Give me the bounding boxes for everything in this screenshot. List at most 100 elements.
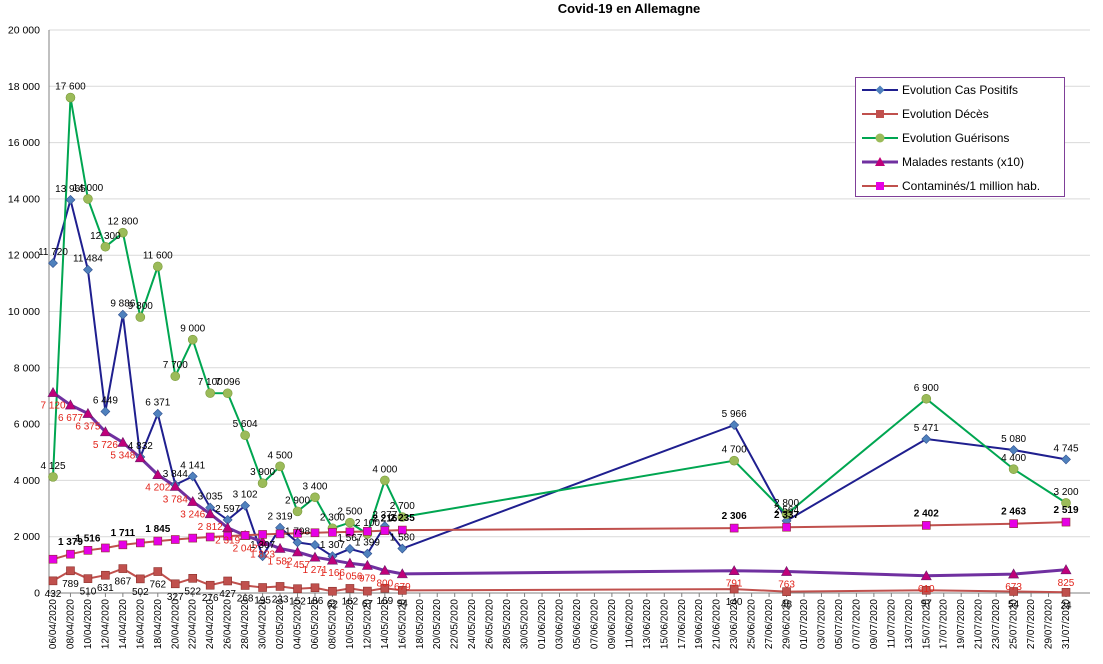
data-label: 5 348: [110, 450, 135, 461]
data-label: 11 720: [38, 247, 68, 258]
data-label: 24: [1060, 600, 1072, 611]
x-tick-label: 09/06/2020: [607, 599, 618, 649]
data-point-marker: [361, 559, 373, 570]
x-tick-label: 24/04/2020: [205, 599, 216, 649]
data-point-marker: [83, 194, 93, 204]
data-label: 1 399: [355, 538, 380, 549]
data-label: 7 120: [40, 401, 65, 412]
data-point-marker: [345, 527, 355, 537]
data-label: 789: [62, 579, 79, 590]
data-point-marker: [310, 583, 320, 593]
data-point-marker: [66, 566, 75, 576]
data-point-marker: [48, 258, 58, 269]
data-label: 2 319: [215, 536, 240, 547]
data-label: 3 035: [198, 492, 223, 503]
data-point-marker: [379, 564, 391, 575]
data-label: 5 080: [1001, 434, 1026, 445]
x-tick-label: 17/06/2020: [677, 599, 688, 649]
legend-swatch: [862, 85, 898, 95]
x-tick-label: 27/06/2020: [764, 599, 775, 649]
data-label: 4 700: [722, 445, 747, 456]
x-tick-label: 26/05/2020: [485, 599, 496, 649]
data-point-marker: [293, 529, 302, 538]
data-label: 3 246: [180, 510, 205, 521]
data-label: 327: [167, 592, 184, 603]
data-point-marker: [782, 522, 791, 532]
data-label: 6 449: [93, 395, 118, 406]
data-label: 825: [1058, 578, 1075, 589]
legend-marker: [876, 110, 884, 118]
data-point-marker: [1008, 464, 1019, 474]
data-label: 62: [327, 599, 339, 610]
data-label: 2 235: [390, 513, 415, 524]
y-tick-label: 20 000: [8, 25, 40, 37]
data-point-marker: [153, 567, 163, 576]
data-point-marker: [83, 574, 93, 583]
data-label: 1 845: [145, 524, 170, 535]
data-label: 9 800: [128, 301, 153, 312]
data-point-marker: [223, 531, 232, 541]
data-label: 4 000: [372, 464, 397, 475]
data-label: 763: [778, 580, 795, 591]
data-point-marker: [397, 543, 408, 554]
data-label: 67: [362, 599, 374, 610]
data-point-marker: [170, 535, 180, 544]
data-label: 268: [237, 593, 254, 604]
data-label: 6 677: [58, 413, 83, 424]
data-point-marker: [275, 529, 285, 539]
data-label: 2 377: [372, 510, 397, 521]
data-point-marker: [117, 309, 128, 320]
x-tick-label: 08/05/2020: [327, 599, 338, 649]
data-point-marker: [729, 455, 739, 466]
data-label: 5 604: [233, 419, 258, 430]
data-label: 427: [219, 589, 236, 600]
data-point-marker: [397, 512, 408, 522]
data-label: 2 463: [1001, 507, 1026, 518]
series-line-4: [52, 391, 1067, 578]
x-tick-label: 30/04/2020: [258, 599, 269, 649]
x-tick-label: 30/05/2020: [520, 599, 531, 649]
data-point-marker: [310, 540, 320, 550]
data-label: 4 202: [145, 483, 170, 494]
data-label: 1 307: [250, 540, 275, 551]
data-point-marker: [99, 426, 111, 437]
x-tick-label: 16/05/2020: [397, 599, 408, 649]
x-tick-label: 05/06/2020: [572, 599, 583, 649]
data-label: 7 100: [198, 377, 223, 388]
data-label: 679: [394, 582, 411, 593]
y-tick-label: 0: [34, 588, 40, 600]
x-tick-label: 11/06/2020: [624, 599, 635, 649]
x-tick-label: 08/04/2020: [65, 599, 76, 649]
data-point-marker: [292, 546, 304, 557]
data-point-marker: [398, 525, 407, 535]
data-label: 9 000: [180, 324, 205, 335]
data-point-marker: [169, 480, 181, 491]
data-label: 3 400: [302, 481, 327, 492]
data-point-marker: [136, 538, 145, 548]
data-point-marker: [328, 586, 337, 596]
series-line-1: [52, 195, 1067, 559]
data-point-marker: [292, 506, 303, 517]
data-label: 152: [289, 597, 306, 608]
data-label: 1 379: [58, 537, 83, 548]
data-label: 2 300: [320, 512, 345, 523]
y-tick-label: 14 000: [8, 193, 40, 205]
x-tick-label: 12/04/2020: [100, 599, 111, 649]
data-point-marker: [310, 528, 320, 538]
data-point-marker: [117, 436, 129, 447]
data-point-marker: [205, 580, 215, 590]
data-label: 2 564: [774, 505, 799, 516]
series-markers: [47, 92, 1072, 597]
data-label: 2 100: [355, 518, 380, 529]
data-label: 673: [1005, 582, 1022, 593]
x-tick-label: 01/06/2020: [537, 599, 548, 649]
data-point-marker: [222, 522, 234, 533]
data-point-marker: [781, 509, 792, 519]
data-point-marker: [1060, 564, 1072, 575]
data-point-marker: [1061, 498, 1071, 508]
legend-label: Evolution Guérisons: [902, 131, 1010, 145]
data-point-marker: [328, 528, 337, 537]
data-label: 1 567: [337, 533, 362, 544]
x-tick-label: 26/04/2020: [223, 599, 234, 649]
